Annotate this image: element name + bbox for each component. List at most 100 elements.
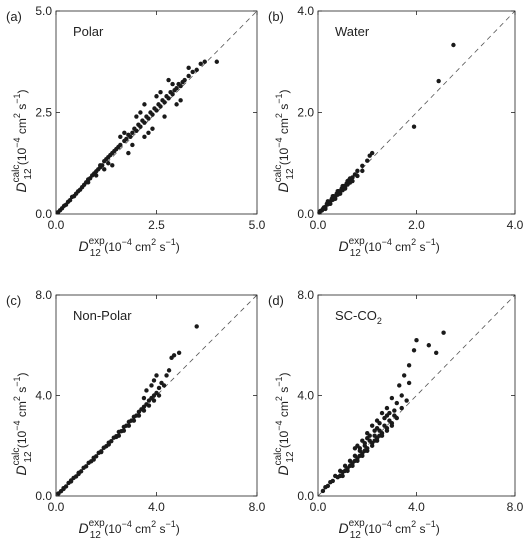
x-tick-label: 4.0 bbox=[408, 500, 425, 514]
data-point bbox=[151, 398, 157, 403]
data-point bbox=[389, 395, 395, 401]
y-axis-label: Dcalc12 (10−4 cm2 s−1) bbox=[273, 90, 296, 193]
data-point bbox=[451, 42, 456, 48]
data-point bbox=[110, 163, 115, 168]
panel-label: (c) bbox=[6, 293, 21, 308]
data-point bbox=[156, 385, 162, 391]
data-point bbox=[136, 413, 142, 418]
data-point bbox=[352, 458, 358, 464]
data-point bbox=[176, 350, 182, 355]
data-point bbox=[131, 418, 137, 423]
data-point bbox=[214, 59, 219, 64]
data-point bbox=[404, 398, 409, 403]
data-point bbox=[67, 197, 73, 203]
panel-4: 0.0 4.0 8.0 0.0 4.0 8.0 (d) SC-CO2 Dexp 12 (10−4 … bbox=[268, 288, 524, 541]
data-point bbox=[406, 380, 412, 386]
x-tick-label: 8.0 bbox=[507, 500, 524, 514]
data-point bbox=[355, 173, 360, 179]
x-axis-label: Dexp 12 (10−4 cm2 s−1) bbox=[79, 236, 180, 259]
data-point bbox=[325, 483, 331, 489]
data-point bbox=[61, 486, 66, 492]
data-point bbox=[355, 443, 360, 448]
data-point bbox=[85, 180, 91, 185]
data-point bbox=[170, 92, 175, 97]
data-point bbox=[411, 124, 417, 129]
data-point bbox=[182, 77, 187, 83]
data-point bbox=[154, 94, 159, 99]
data-point bbox=[109, 439, 114, 444]
data-point bbox=[156, 393, 162, 398]
x-axis-label: Dexp 12 (10−4 cm2 s−1) bbox=[339, 518, 440, 541]
data-point bbox=[164, 373, 169, 378]
data-point bbox=[144, 388, 149, 393]
data-point bbox=[186, 73, 191, 79]
data-point bbox=[141, 395, 147, 401]
data-point bbox=[377, 420, 382, 426]
x-tick-label: 2.0 bbox=[408, 218, 425, 232]
y-tick-label: 4.0 bbox=[297, 389, 314, 403]
data-point bbox=[151, 378, 157, 383]
data-point bbox=[384, 405, 390, 411]
data-point bbox=[392, 408, 397, 413]
data-point bbox=[178, 98, 183, 103]
data-point bbox=[150, 126, 155, 131]
data-point bbox=[374, 425, 380, 431]
data-point bbox=[323, 206, 328, 212]
data-point bbox=[394, 400, 399, 406]
data-point bbox=[150, 112, 155, 117]
data-point bbox=[379, 410, 385, 416]
data-point bbox=[134, 114, 139, 119]
y-tick-label: 4.0 bbox=[35, 389, 52, 403]
y-tick-label: 0.0 bbox=[35, 207, 52, 221]
data-point bbox=[122, 130, 127, 135]
data-point bbox=[138, 110, 143, 115]
data-point bbox=[171, 353, 177, 358]
panel-label: (a) bbox=[6, 9, 22, 24]
data-point bbox=[337, 473, 343, 479]
data-point bbox=[360, 168, 365, 174]
x-tick-label: 0.0 bbox=[310, 500, 327, 514]
y-tick-label: 4.0 bbox=[297, 4, 314, 18]
data-point bbox=[106, 161, 111, 166]
data-point bbox=[350, 178, 355, 184]
panel-label: (d) bbox=[268, 293, 284, 308]
data-point bbox=[154, 108, 159, 113]
data-point bbox=[138, 124, 143, 129]
data-point bbox=[328, 201, 333, 207]
data-point bbox=[372, 438, 377, 443]
data-point bbox=[146, 130, 151, 135]
data-point bbox=[166, 77, 171, 83]
data-point bbox=[158, 90, 163, 95]
data-point bbox=[406, 363, 412, 368]
data-point bbox=[194, 324, 199, 329]
data-point bbox=[98, 163, 103, 168]
data-point bbox=[149, 383, 154, 388]
data-point bbox=[411, 348, 417, 353]
y-axis-label: Dcalc12 (10−4 cm2 s−1) bbox=[11, 90, 34, 193]
data-point bbox=[355, 168, 360, 174]
data-point bbox=[166, 368, 172, 373]
data-point bbox=[161, 383, 167, 388]
x-axis-label: Dexp 12 (10−4 cm2 s−1) bbox=[339, 236, 440, 259]
data-point bbox=[83, 464, 89, 469]
data-point bbox=[99, 449, 104, 455]
data-point bbox=[121, 428, 127, 433]
data-point bbox=[162, 114, 167, 119]
data-point bbox=[434, 350, 439, 355]
data-point bbox=[399, 393, 404, 398]
x-tick-label: 0.0 bbox=[48, 218, 65, 232]
data-point bbox=[134, 128, 139, 133]
data-point bbox=[330, 478, 335, 484]
data-point bbox=[146, 116, 151, 121]
data-point bbox=[399, 405, 404, 411]
y-tick-label: 8.0 bbox=[35, 288, 52, 302]
panel-1: 0.0 2.5 5.0 0.0 2.5 5.0 (a) Polar Dexp 12 (10−4 c… bbox=[6, 4, 266, 259]
x-axis-label: Dexp 12 (10−4 cm2 s−1) bbox=[79, 518, 180, 541]
panel-3: 0.0 4.0 8.0 0.0 4.0 8.0 (c) Non-Polar Dexp 12 (10… bbox=[6, 288, 266, 541]
data-point bbox=[426, 343, 432, 348]
data-point bbox=[94, 454, 99, 459]
data-point bbox=[190, 69, 195, 75]
data-point bbox=[414, 338, 419, 343]
data-point bbox=[360, 163, 365, 168]
data-point bbox=[142, 102, 147, 107]
